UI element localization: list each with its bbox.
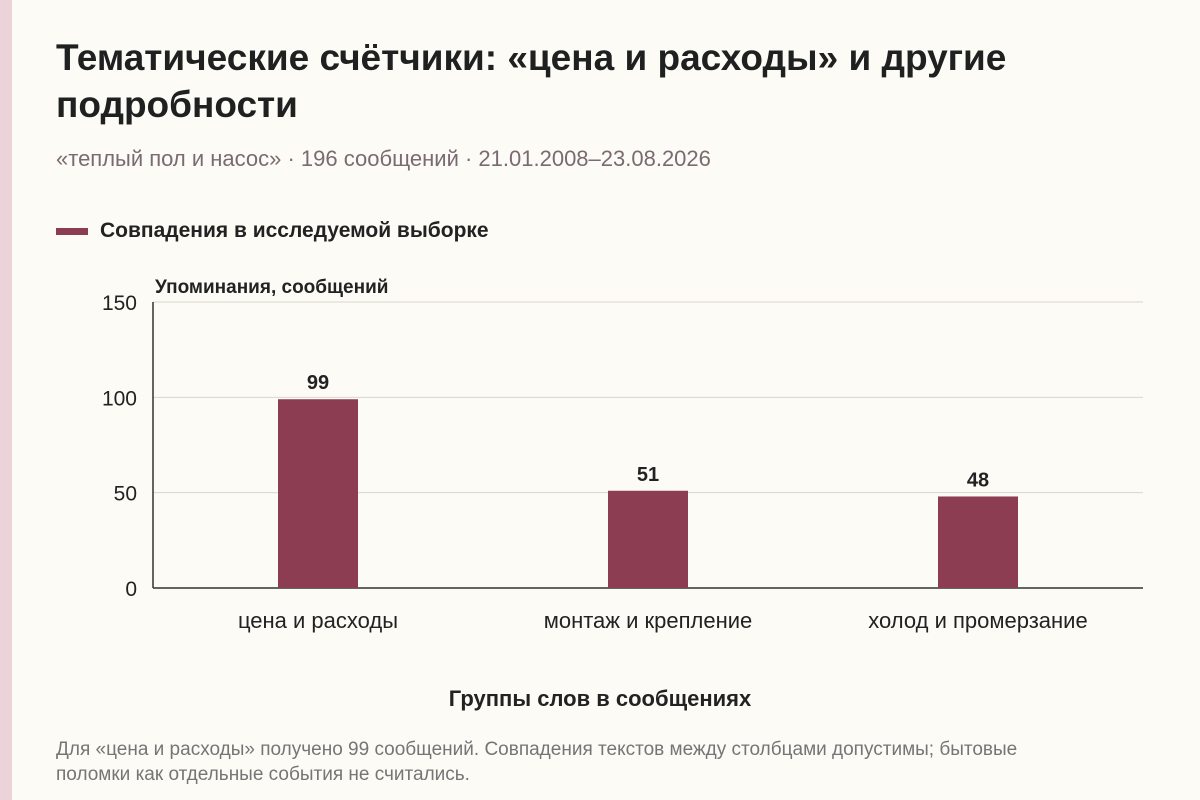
x-tick-label: холод и промерзание bbox=[868, 608, 1087, 633]
x-tick-label: цена и расходы bbox=[238, 608, 398, 633]
y-tick-label: 0 bbox=[125, 578, 137, 601]
y-tick-label: 150 bbox=[102, 292, 137, 315]
bar-chart: 0 50 100 150 Упоминания, сообщений 99 цена и р… bbox=[102, 277, 1143, 633]
y-axis-title: Упоминания, сообщений bbox=[155, 277, 388, 298]
accent-strip bbox=[0, 0, 12, 800]
y-tick-label: 100 bbox=[102, 387, 137, 410]
x-tick-label: монтаж и крепление bbox=[544, 608, 753, 633]
bar bbox=[278, 399, 358, 588]
bar bbox=[938, 496, 1018, 588]
bar-value-label: 99 bbox=[307, 372, 329, 394]
y-tick-label: 50 bbox=[114, 483, 137, 506]
bar-value-label: 48 bbox=[967, 469, 989, 491]
legend: Совпадения в исследуемой выборке bbox=[56, 219, 489, 243]
footnote: Для «цена и расходы» получено 99 сообщен… bbox=[56, 739, 1018, 785]
chart-title: Тематические счётчики: «цена и расходы» … bbox=[56, 37, 1007, 125]
chart-subtitle: «теплый пол и насос» · 196 сообщений · 2… bbox=[56, 146, 711, 171]
legend-label: Совпадения в исследуемой выборке bbox=[100, 219, 489, 242]
legend-swatch bbox=[56, 227, 88, 235]
bar bbox=[608, 490, 688, 588]
x-axis-title: Группы слов в сообщениях bbox=[448, 686, 752, 711]
bar-value-label: 51 bbox=[637, 464, 659, 486]
